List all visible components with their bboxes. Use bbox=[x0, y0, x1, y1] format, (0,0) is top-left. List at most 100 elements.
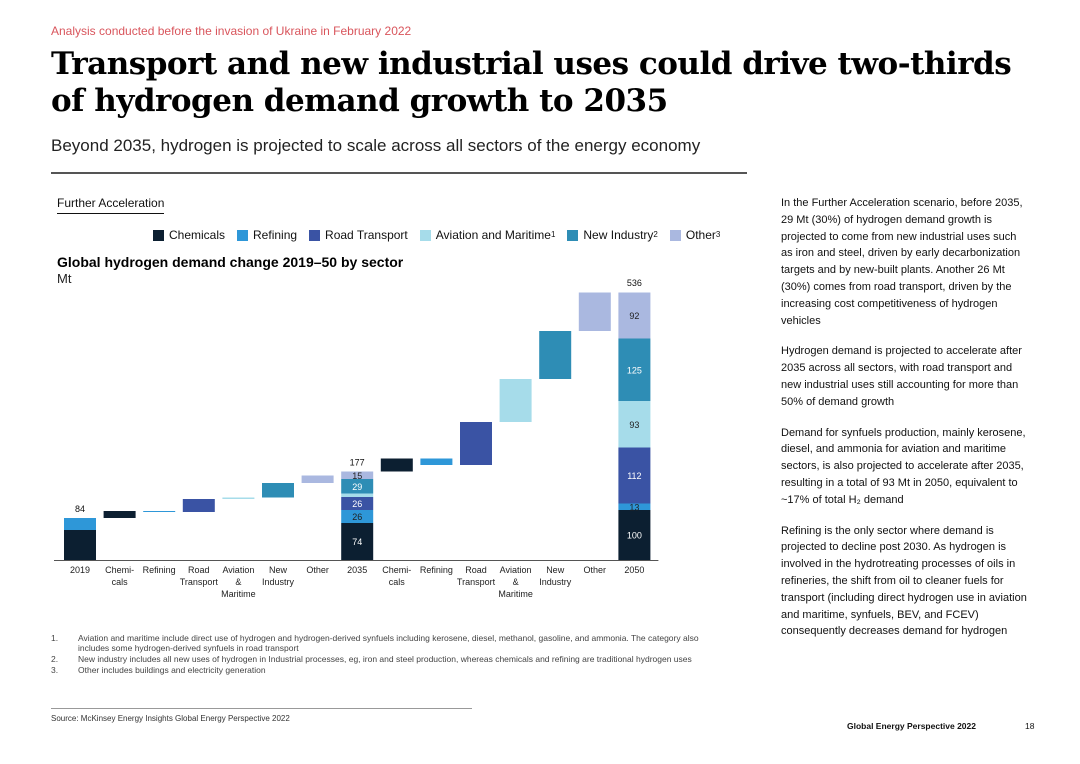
bar-segment-aviation-and-maritime bbox=[341, 493, 374, 497]
bar-segment-other bbox=[341, 471, 374, 479]
x-tick-label-line: Maritime bbox=[221, 589, 256, 599]
x-tick-label-line: Maritime bbox=[498, 589, 533, 599]
legend-item-road-transport: Road Transport bbox=[309, 228, 408, 242]
segment-value-label: 13 bbox=[629, 502, 639, 512]
bar-delta-aviation-and-maritime bbox=[499, 379, 532, 422]
segment-value-label: 92 bbox=[629, 311, 639, 321]
x-tick-label: 2050 bbox=[624, 565, 644, 575]
x-tick-label: Aviation & Maritime bbox=[221, 565, 256, 599]
x-tick-label-line: 2019 bbox=[70, 565, 90, 575]
x-tick-label-line: & bbox=[513, 577, 519, 587]
x-tick-label: New Industry bbox=[262, 565, 295, 587]
x-tick-label-line: Road bbox=[188, 565, 210, 575]
x-tick-label-line: Other bbox=[306, 565, 329, 575]
bar-delta-new-industry bbox=[539, 331, 572, 379]
bar-delta-chemicals bbox=[380, 458, 413, 472]
x-tick-label-line: Other bbox=[584, 565, 607, 575]
legend-item-refining: Refining bbox=[237, 228, 297, 242]
x-tick-label-line: Refining bbox=[420, 565, 453, 575]
x-tick-label: Chemi-cals bbox=[105, 565, 134, 587]
legend-swatch bbox=[419, 229, 431, 241]
x-tick-label-line: Road bbox=[465, 565, 487, 575]
footnote-text: Other includes buildings and electricity… bbox=[78, 665, 266, 675]
footnote-text: New industry includes all new uses of hy… bbox=[78, 654, 692, 664]
legend-label: Road Transport bbox=[325, 228, 408, 242]
segment-value-label: 29 bbox=[352, 482, 362, 492]
x-tick-label: 2035 bbox=[347, 565, 367, 575]
legend-item-aviation-maritime: Aviation and Maritime 1 bbox=[419, 228, 555, 242]
footnote-number: 2. bbox=[51, 654, 59, 664]
bar-segment-chemicals bbox=[341, 523, 374, 560]
tab-further-acceleration[interactable]: Further Acceleration bbox=[57, 196, 165, 214]
x-tick-label: Refining bbox=[143, 565, 176, 575]
bar-segment-chemicals bbox=[64, 530, 96, 560]
footnote-number: 3. bbox=[51, 665, 59, 675]
legend-item-new-industry: New Industry 2 bbox=[567, 228, 658, 242]
footnote: 2. New industry includes all new uses of… bbox=[51, 654, 731, 664]
footer-report-title: Global Energy Perspective 2022 bbox=[847, 721, 976, 731]
x-tick-label-line: cals bbox=[112, 577, 129, 587]
x-tick-label: 2019 bbox=[70, 565, 90, 575]
total-value-label: 84 bbox=[75, 504, 85, 514]
x-tick-label-line: Aviation bbox=[500, 565, 532, 575]
segment-value-label: 125 bbox=[627, 365, 642, 375]
bar-delta-chemicals bbox=[103, 511, 136, 518]
x-tick-label: Road Transport bbox=[180, 565, 219, 587]
legend-swatch bbox=[237, 229, 249, 241]
x-tick-label-line: New bbox=[546, 565, 565, 575]
bar-segment-refining bbox=[618, 503, 651, 510]
chart-title: Global hydrogen demand change 2019–50 by… bbox=[57, 254, 404, 270]
x-tick-label: Road Transport bbox=[457, 565, 496, 587]
bar-segment-new-industry bbox=[341, 479, 374, 494]
commentary-paragraph: Refining is the only sector where demand… bbox=[781, 524, 1027, 638]
footnote-text: Aviation and maritime include direct use… bbox=[78, 633, 699, 653]
legend-label: New Industry bbox=[583, 228, 654, 242]
segment-value-label: 112 bbox=[627, 471, 641, 481]
commentary-paragraph: Hydrogen demand is projected to accelera… bbox=[781, 345, 1022, 408]
legend-swatch bbox=[153, 229, 164, 241]
x-tick-label: Other bbox=[584, 565, 607, 575]
legend-label: Other bbox=[685, 228, 716, 242]
legend-swatch bbox=[669, 229, 681, 241]
page-title: Transport and new industrial uses could … bbox=[51, 46, 1012, 119]
source-divider bbox=[51, 708, 472, 709]
legend-label: Aviation and Maritime bbox=[435, 228, 551, 242]
x-tick-label-line: New bbox=[269, 565, 288, 575]
commentary-paragraph: Demand for synfuels production, mainly k… bbox=[781, 426, 1026, 506]
segment-value-label: 15 bbox=[352, 471, 362, 481]
bar-segment-refining bbox=[341, 510, 374, 523]
bar-delta-aviation-and-maritime bbox=[222, 497, 255, 499]
x-tick-label: Refining bbox=[420, 565, 453, 575]
bar-segment-refining bbox=[64, 518, 96, 530]
legend-label: Refining bbox=[253, 228, 298, 242]
x-tick-label-line: 2050 bbox=[624, 565, 644, 575]
x-tick-label: Chemi-cals bbox=[382, 565, 411, 587]
total-value-label: 536 bbox=[627, 278, 642, 288]
x-tick-label: Aviation & Maritime bbox=[498, 565, 533, 599]
bar-segment-aviation-and-maritime bbox=[618, 401, 651, 448]
bar-segment-other bbox=[618, 292, 651, 339]
segment-value-label: 26 bbox=[352, 499, 362, 509]
x-tick-label: New Industry bbox=[539, 565, 572, 587]
x-tick-label-line: cals bbox=[389, 577, 406, 587]
x-tick-label-line: 2035 bbox=[347, 565, 367, 575]
commentary-paragraph: In the Further Acceleration scenario, be… bbox=[781, 197, 1023, 327]
bar-delta-other bbox=[578, 292, 611, 331]
segment-value-label: 26 bbox=[352, 512, 362, 522]
legend-swatch bbox=[309, 229, 321, 241]
waterfall-chart: 84 2019 Chemi-cals Refining Road Transport Avi… bbox=[54, 278, 659, 599]
chart-unit-label: Mt bbox=[57, 271, 72, 286]
x-tick-label-line: Chemi- bbox=[382, 565, 411, 575]
bar-delta-other bbox=[301, 475, 334, 483]
total-value-label: 177 bbox=[350, 458, 365, 468]
segment-value-label: 93 bbox=[629, 420, 639, 430]
segment-value-label: 100 bbox=[627, 531, 642, 541]
commentary-sidebar: In the Further Acceleration scenario, be… bbox=[781, 195, 1031, 654]
bar-segment-new-industry bbox=[618, 338, 651, 401]
x-tick-label-line: Industry bbox=[539, 577, 572, 587]
x-tick-label-line: Chemi- bbox=[105, 565, 134, 575]
footnotes: 1. Aviation and maritime include direct … bbox=[51, 633, 731, 676]
legend-item-other: Other 3 bbox=[669, 228, 720, 242]
legend-item-chemicals: Chemicals bbox=[153, 228, 225, 242]
x-tick-label: Other bbox=[306, 565, 329, 575]
